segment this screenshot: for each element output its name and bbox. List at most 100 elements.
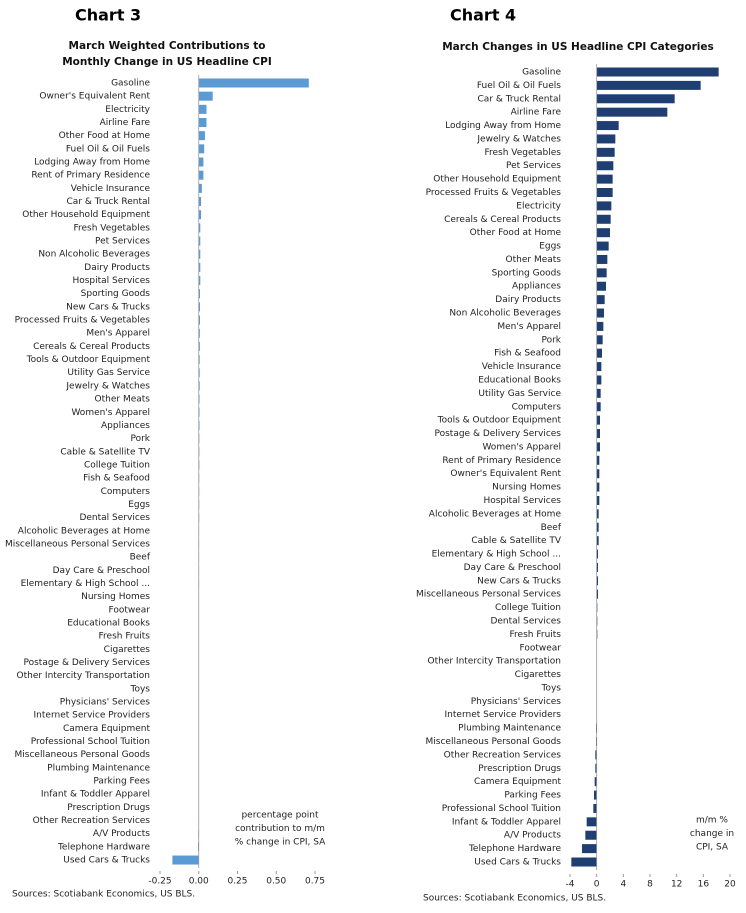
bar (198, 289, 200, 299)
bar (596, 522, 599, 532)
bar (596, 308, 604, 318)
category-label: Internet Service Providers (34, 711, 151, 721)
bar (594, 777, 597, 787)
category-label: Alcoholic Beverages at Home (18, 526, 151, 536)
category-label: Utility Gas Service (478, 389, 561, 399)
category-label: Women's Apparel (71, 408, 150, 418)
category-label: Jewelry & Watches (65, 381, 150, 391)
x-tick-label: 20 (724, 880, 736, 890)
bar (585, 830, 597, 840)
category-label: Camera Equipment (63, 724, 151, 734)
bar (596, 362, 602, 372)
category-label: Miscellaneous Personal Services (416, 590, 561, 600)
x-tick-label: 12 (671, 880, 682, 890)
category-label: Fresh Fruits (99, 632, 151, 642)
bar (198, 183, 202, 193)
bar (596, 576, 598, 586)
bar (596, 589, 598, 599)
category-label: Postage & Delivery Services (434, 429, 561, 439)
bar (596, 134, 616, 144)
bar (198, 249, 201, 259)
bar (198, 91, 213, 101)
annotation: change in (690, 829, 734, 839)
bar (595, 763, 597, 773)
category-label: Day Care & Preschool (464, 563, 561, 573)
category-label: Appliances (101, 421, 150, 431)
category-label: Computers (512, 402, 562, 412)
chart-heading: Chart 3 (75, 6, 141, 25)
bar (596, 94, 675, 104)
annotation: contribution to m/m (235, 824, 325, 834)
bar (198, 144, 205, 154)
category-label: Appliances (512, 282, 561, 292)
bar (582, 844, 597, 854)
category-label: Infant & Toddler Apparel (41, 790, 150, 800)
x-tick-label: 8 (647, 880, 653, 890)
category-label: Men's Apparel (497, 322, 561, 332)
bar (596, 214, 611, 224)
bar (596, 509, 599, 519)
bar (596, 67, 719, 77)
category-label: Beef (541, 523, 562, 533)
category-label: Electricity (516, 201, 561, 211)
category-label: Professional School Tuition (31, 737, 150, 747)
category-label: Pet Services (506, 161, 561, 171)
category-label: Camera Equipment (474, 777, 562, 787)
category-label: Utility Gas Service (67, 368, 150, 378)
bar (596, 348, 602, 358)
chart-heading: Chart 4 (450, 6, 516, 25)
bar (596, 281, 606, 291)
category-label: Other Intercity Transportation (428, 657, 562, 667)
bar (198, 328, 200, 338)
bar (595, 750, 597, 760)
bar (596, 161, 614, 171)
x-tick-label: 16 (698, 880, 710, 890)
category-label: Women's Apparel (482, 442, 561, 452)
category-label: Parking Fees (504, 791, 561, 801)
bar (596, 536, 599, 546)
bar (596, 495, 600, 505)
category-label: Lodging Away from Home (445, 121, 561, 131)
category-label: Fish & Seafood (83, 474, 150, 484)
category-label: Airline Fare (100, 118, 151, 128)
category-label: A/V Products (504, 831, 561, 841)
category-label: Fresh Vegetables (73, 223, 150, 233)
bar (596, 442, 600, 452)
category-label: Gasoline (111, 79, 150, 89)
category-label: Eggs (539, 242, 561, 252)
category-label: Hospital Services (483, 496, 561, 506)
bar (596, 107, 668, 117)
bar (596, 228, 610, 238)
category-label: Parking Fees (93, 777, 150, 787)
bar (596, 549, 598, 559)
category-label: Eggs (128, 500, 150, 510)
bar (596, 174, 613, 184)
bar (198, 341, 200, 351)
source: Sources: Scotiabank Economics, US BLS. (423, 894, 606, 904)
bar (596, 241, 609, 251)
category-label: Day Care & Preschool (53, 566, 150, 576)
category-label: Vehicle Insurance (71, 184, 151, 194)
category-label: Footwear (108, 605, 150, 615)
bar (596, 201, 612, 211)
category-label: Cable & Satellite TV (471, 536, 562, 546)
category-label: Cable & Satellite TV (60, 447, 151, 457)
category-label: Elementary & High School ... (432, 550, 561, 560)
category-label: Telephone Hardware (57, 842, 150, 852)
bar (596, 188, 613, 198)
bar (198, 223, 201, 233)
x-tick-label: 4 (620, 880, 626, 890)
category-label: Nursing Homes (492, 483, 561, 493)
category-label: Gasoline (522, 68, 561, 78)
category-label: Owner's Equivalent Rent (450, 469, 561, 479)
x-tick-label: 0.00 (189, 877, 209, 887)
category-label: Prescription Drugs (478, 764, 561, 774)
bar (198, 118, 207, 128)
category-label: Plumbing Maintenance (458, 724, 561, 734)
category-label: Non Alcoholic Beverages (449, 309, 561, 319)
category-label: Miscellaneous Personal Goods (15, 750, 151, 760)
bar (596, 402, 601, 412)
category-label: Tools & Outdoor Equipment (26, 355, 151, 365)
category-label: Sporting Goods (492, 268, 562, 278)
